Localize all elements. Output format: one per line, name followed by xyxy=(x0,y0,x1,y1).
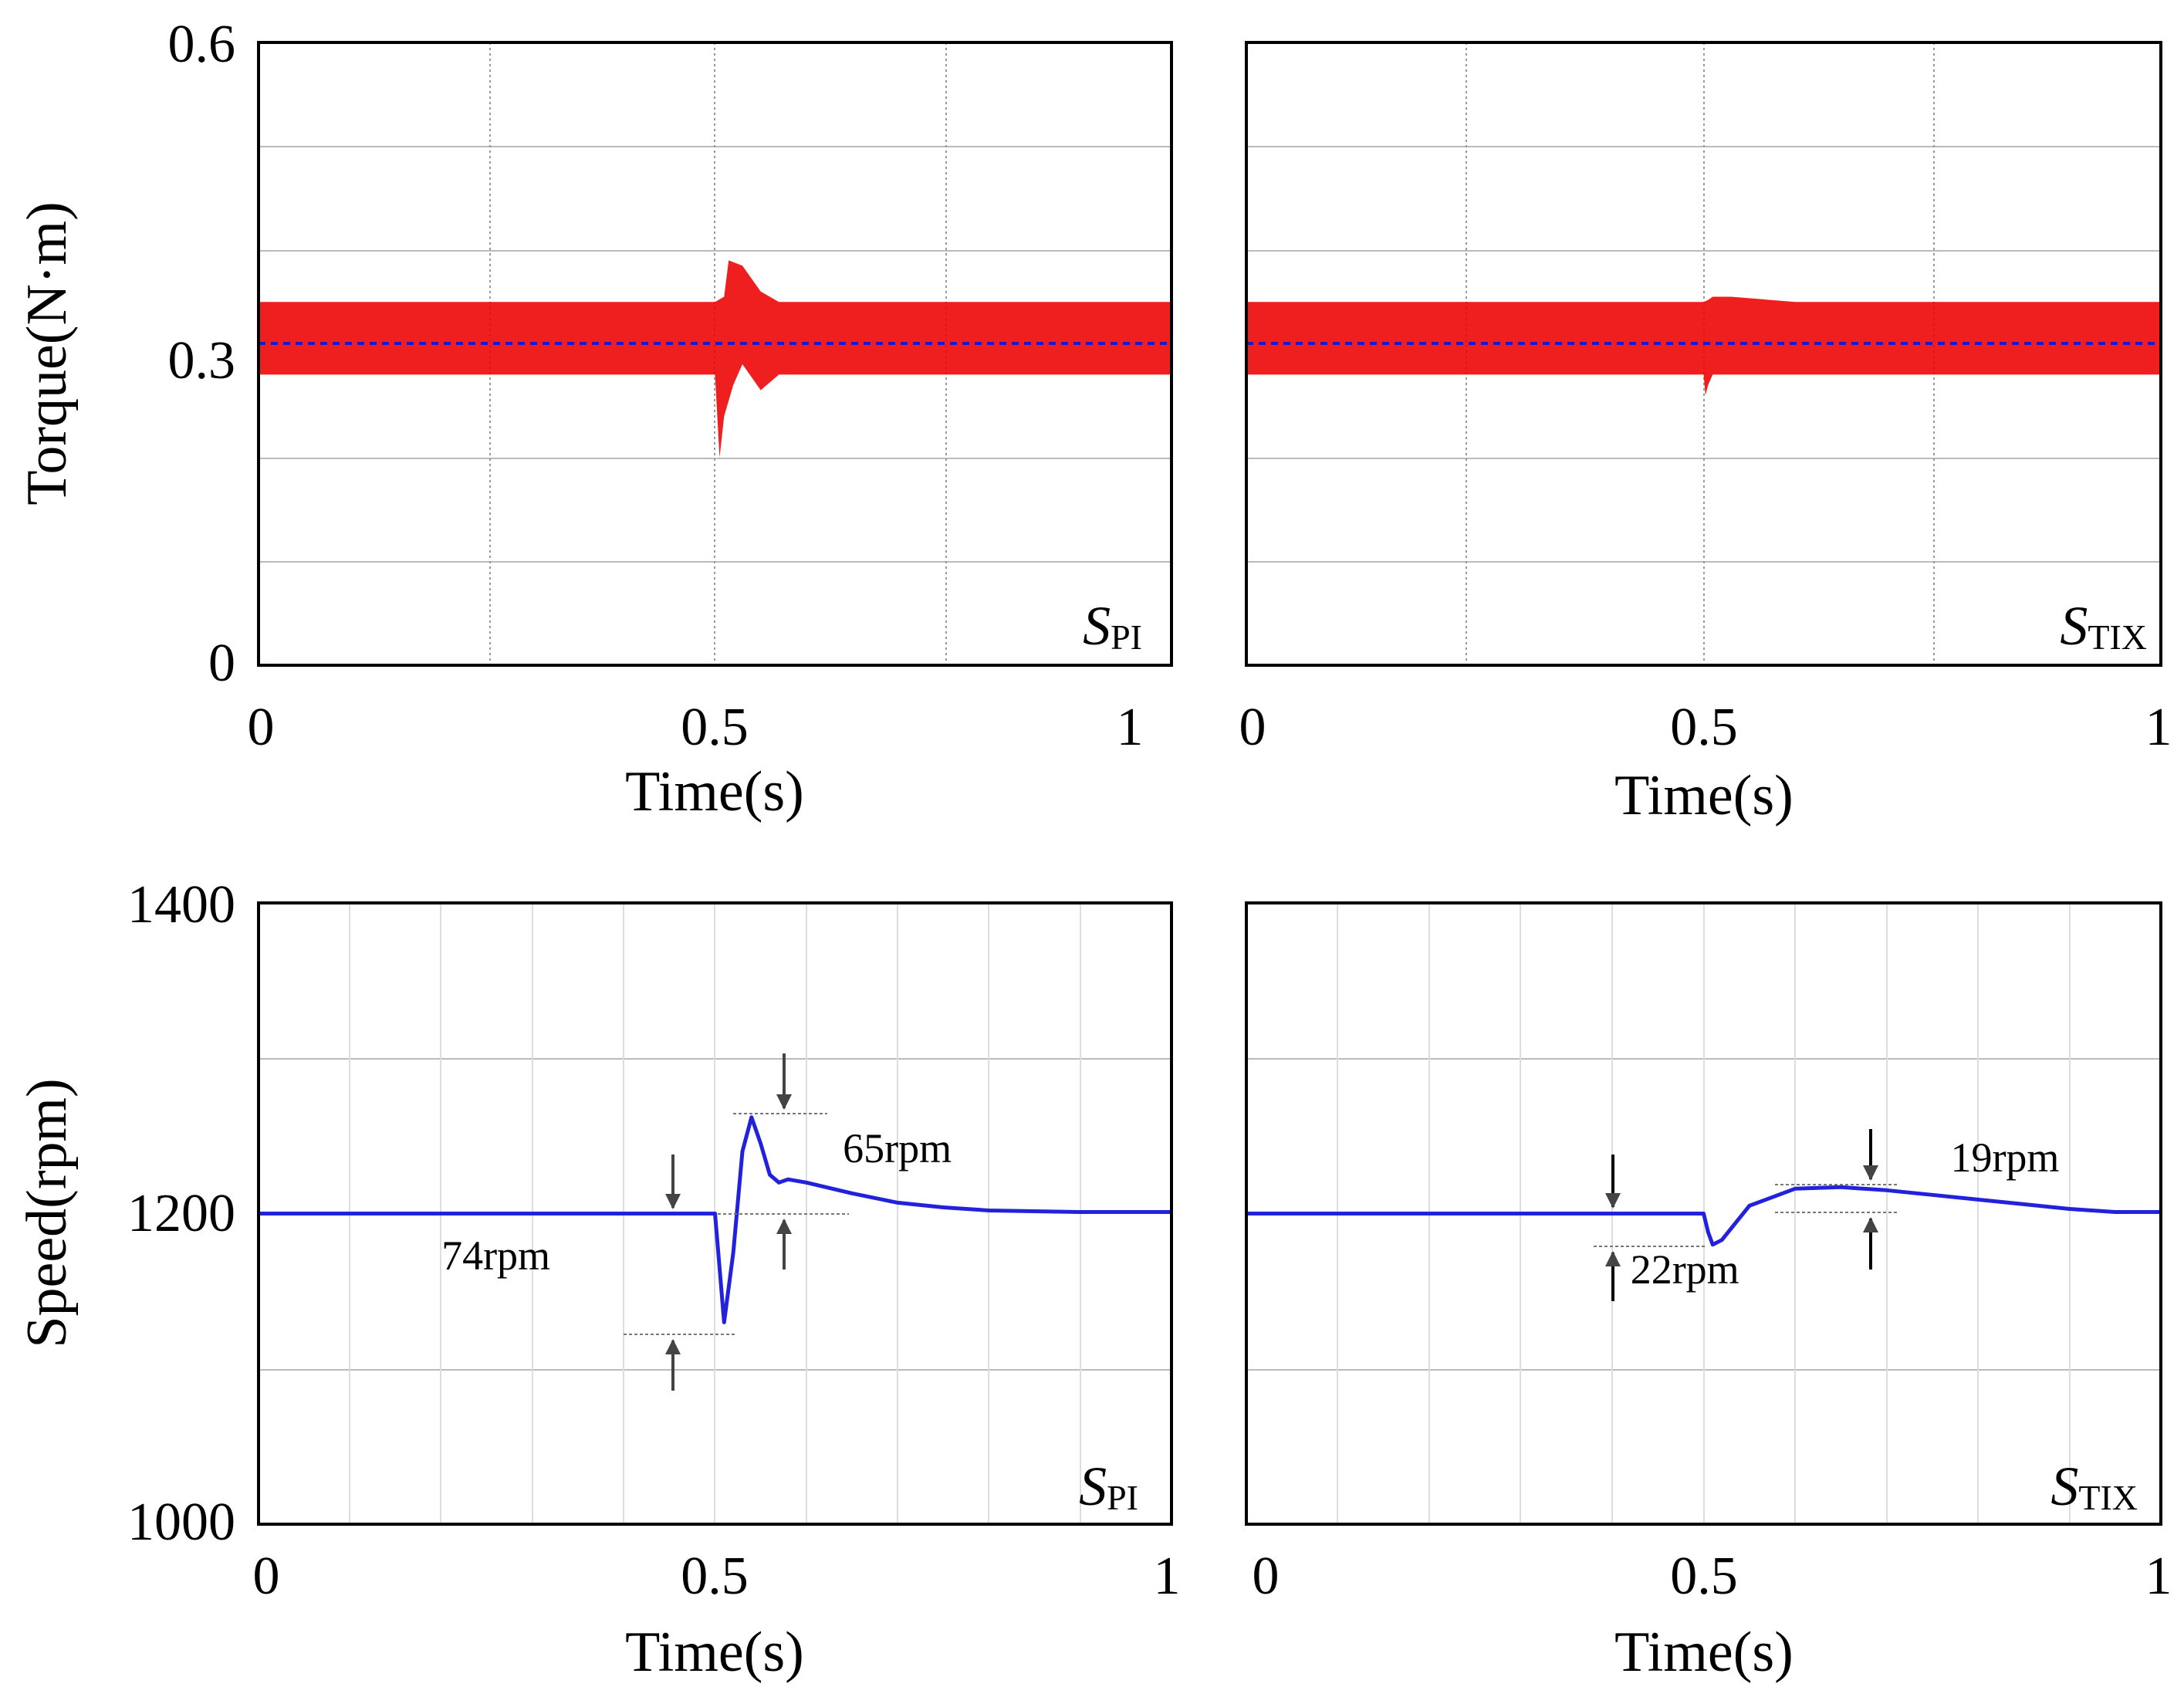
torque-spi-chart: 0.6 0.3 0 0 0.5 1 Time(s) Torque(N·m) SP… xyxy=(15,15,1173,823)
x-tick-label: 0 xyxy=(253,1547,280,1606)
speed-line-stix xyxy=(1246,1185,2161,1247)
x-tick-label: 1 xyxy=(2145,1547,2172,1606)
x-tick-label: 1 xyxy=(2145,698,2172,757)
speed-spi-chart: 74rpm 65rpm 1400 1200 1000 0 0.5 1 Time(… xyxy=(15,875,1181,1684)
y-tick-label: 0.6 xyxy=(168,15,236,74)
torque-spi-frame xyxy=(257,41,1173,667)
x-tick-label: 0 xyxy=(1239,698,1266,757)
x-tick-label: 0.5 xyxy=(1670,1547,1738,1606)
speed-spi-frame xyxy=(257,901,1173,1526)
speed-stix-chart: 22rpm 19rpm 0 0.5 1 Time(s) STIX xyxy=(1245,901,2172,1684)
y-axis-title: Speed(rpm) xyxy=(15,1078,79,1347)
torque-band-spi xyxy=(259,260,1171,458)
x-axis-title: Time(s) xyxy=(1614,764,1794,827)
speed-stix-frame xyxy=(1245,901,2162,1526)
x-tick-label: 0 xyxy=(248,698,275,757)
controller-label-spi: SPI xyxy=(1079,1456,1138,1517)
x-axis-title: Time(s) xyxy=(625,760,804,823)
speed-line-spi xyxy=(259,1115,1171,1324)
torque-stix-frame xyxy=(1245,41,2162,667)
y-tick-label: 1400 xyxy=(127,875,235,935)
x-axis-title: Time(s) xyxy=(625,1621,804,1684)
y-axis-title: Torque(N·m) xyxy=(15,201,79,505)
torque-stix-chart: 0 0.5 1 Time(s) STIX xyxy=(1239,41,2172,827)
controller-label-stix: STIX xyxy=(2060,595,2147,657)
controller-label-spi: SPI xyxy=(1083,595,1142,657)
x-tick-label: 0.5 xyxy=(681,1547,749,1606)
x-tick-label: 0 xyxy=(1253,1547,1280,1606)
y-tick-label: 0.3 xyxy=(168,331,236,390)
x-tick-label: 1 xyxy=(1117,698,1144,757)
x-axis-title: Time(s) xyxy=(1614,1621,1794,1684)
overshoot-annotation-stix: 19rpm xyxy=(1950,1134,2059,1181)
torque-band-stix xyxy=(1246,296,2161,396)
torque-spi-gridlines xyxy=(259,42,1171,665)
overshoot-markers-spi xyxy=(624,1053,849,1391)
x-tick-label: 1 xyxy=(1154,1547,1181,1606)
x-tick-label: 0.5 xyxy=(681,698,749,757)
overshoot-annotation-spi: 65rpm xyxy=(843,1125,952,1172)
y-tick-label: 1200 xyxy=(127,1184,235,1243)
undershoot-annotation-stix: 22rpm xyxy=(1631,1246,1739,1293)
y-tick-label: 1000 xyxy=(127,1493,235,1552)
y-tick-label: 0 xyxy=(208,634,235,693)
torque-stix-gridlines xyxy=(1246,42,2161,665)
controller-label-stix: STIX xyxy=(2050,1456,2138,1517)
overshoot-markers-stix xyxy=(1594,1129,1898,1301)
undershoot-annotation-spi: 74rpm xyxy=(441,1232,550,1279)
x-tick-label: 0.5 xyxy=(1670,698,1738,757)
